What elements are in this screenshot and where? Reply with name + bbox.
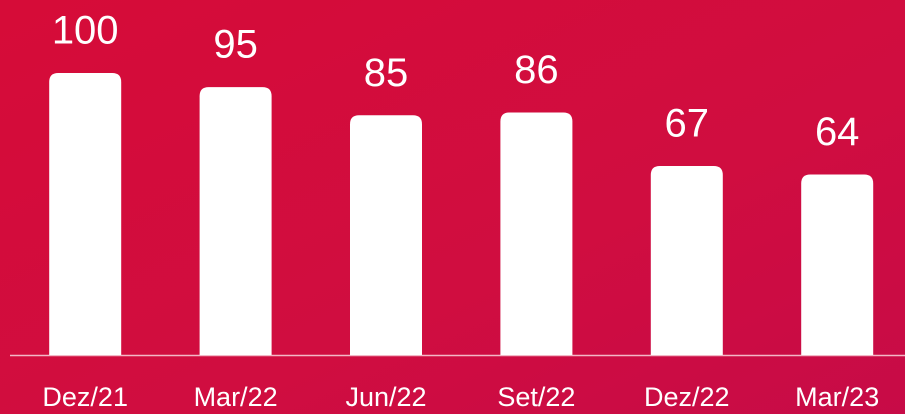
x-tick-label: Dez/21 <box>42 382 128 412</box>
x-tick-label: Set/22 <box>497 382 575 412</box>
bar <box>199 87 272 355</box>
x-tick-label: Mar/22 <box>194 382 278 412</box>
bar <box>650 166 723 355</box>
value-label: 85 <box>364 51 409 95</box>
value-label: 67 <box>665 102 710 146</box>
x-tick-label: Mar/23 <box>795 382 879 412</box>
bar <box>350 115 422 355</box>
value-label: 100 <box>52 9 119 53</box>
value-label: 95 <box>213 23 258 67</box>
value-label: 86 <box>514 48 559 92</box>
bar <box>801 174 874 355</box>
x-tick-label: Dez/22 <box>644 382 730 412</box>
value-label: 64 <box>815 110 860 154</box>
bar <box>49 73 122 355</box>
bar <box>500 112 573 355</box>
x-tick-label: Jun/22 <box>345 382 426 412</box>
